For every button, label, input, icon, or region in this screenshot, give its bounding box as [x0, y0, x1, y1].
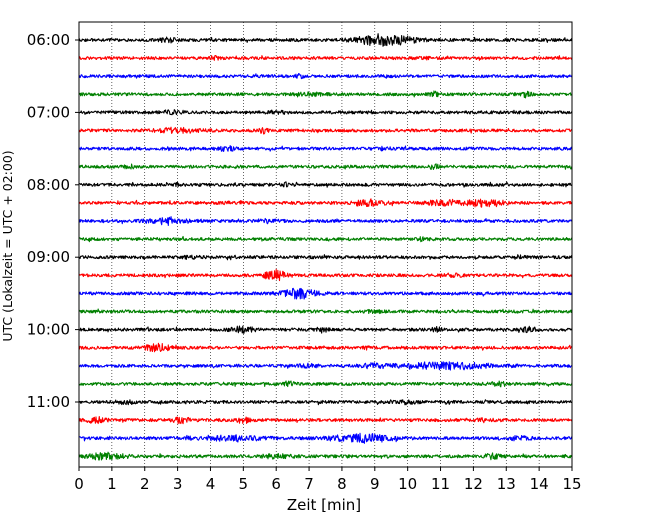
seismogram-trace [78, 90, 573, 99]
x-tick-label: 3 [173, 475, 183, 493]
seismogram-trace [78, 325, 573, 334]
x-tick-label: 1 [107, 475, 117, 493]
x-tick-label: 14 [530, 475, 549, 493]
x-tick-label: 0 [74, 475, 84, 493]
seismogram-trace [78, 361, 573, 371]
grid-lines [111, 22, 540, 467]
x-tick-label: 5 [239, 475, 249, 493]
x-tick-label: 6 [271, 475, 281, 493]
y-tick-label: 08:00 [27, 176, 70, 194]
seismogram-trace [78, 416, 573, 425]
x-tick-label: 4 [206, 475, 216, 493]
seismogram-trace [78, 451, 573, 461]
seismogram-trace [78, 216, 573, 226]
y-tick-label: 06:00 [27, 31, 70, 49]
seismogram-trace [78, 342, 573, 353]
x-tick-label: 11 [431, 475, 450, 493]
x-axis-ticks: 0 1 2 3 4 5 6 7 8 9 10 11 12 13 14 15 [74, 467, 582, 493]
seismogram-trace [78, 432, 573, 444]
seismogram-trace [78, 126, 573, 135]
seismogram-trace [78, 198, 573, 208]
x-tick-label: 9 [370, 475, 380, 493]
seismogram-trace [78, 235, 573, 243]
seismogram-trace [78, 181, 573, 188]
y-axis-ticks: 06:00 07:00 08:00 09:00 10:00 11:00 [27, 31, 79, 411]
seismogram-trace [78, 399, 573, 406]
seismogram-trace [78, 73, 573, 80]
seismogram-trace [78, 109, 573, 116]
x-tick-label: 8 [337, 475, 347, 493]
x-tick-label: 12 [464, 475, 483, 493]
y-tick-label: 07:00 [27, 103, 70, 121]
seismogram-trace [78, 54, 573, 61]
seismogram-trace [78, 268, 573, 282]
seismogram-trace [78, 308, 573, 315]
seismogram-traces [78, 33, 573, 461]
x-tick-label: 2 [140, 475, 150, 493]
x-tick-label: 10 [398, 475, 417, 493]
seismogram-trace [78, 380, 573, 388]
seismogram-trace [78, 145, 573, 152]
seismogram-trace [78, 33, 573, 47]
x-tick-label: 7 [304, 475, 314, 493]
seismogram-trace [78, 254, 573, 261]
x-axis-label: Zeit [min] [287, 496, 361, 514]
seismogram-trace [78, 163, 573, 170]
x-tick-label: 15 [562, 475, 581, 493]
y-tick-label: 10:00 [27, 321, 70, 339]
x-tick-label: 13 [497, 475, 516, 493]
seismogram-trace [78, 287, 573, 300]
y-tick-label: 11:00 [27, 393, 70, 411]
y-axis-label: UTC (Lokalzeit = UTC + 02:00) [0, 150, 15, 341]
plot-frame [78, 21, 573, 468]
y-tick-label: 09:00 [27, 248, 70, 266]
